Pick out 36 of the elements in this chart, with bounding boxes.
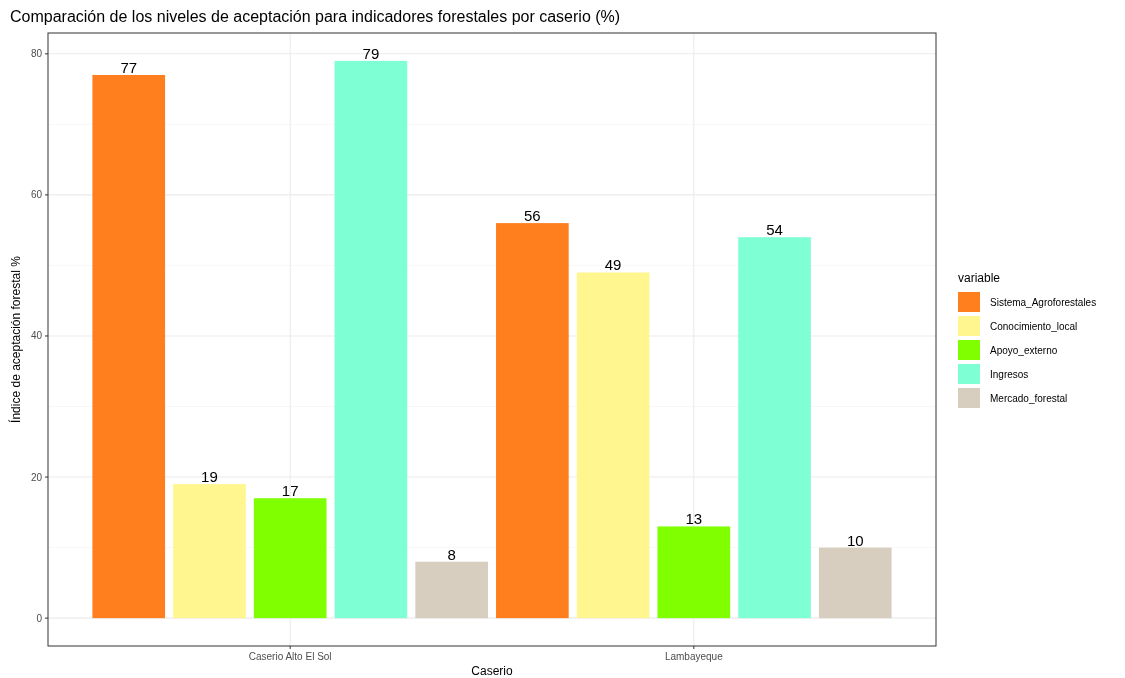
legend-label: Sistema_Agroforestales	[990, 296, 1097, 308]
bar	[496, 223, 569, 619]
legend-label: Conocimiento_local	[990, 320, 1078, 332]
data-label: 79	[362, 44, 380, 62]
x-tick-label: Lambayeque	[664, 651, 724, 662]
bar	[415, 561, 488, 619]
legend-label: Mercado_forestal	[990, 392, 1068, 404]
data-label: 49	[604, 256, 622, 274]
legend-label: Apoyo_externo	[990, 344, 1058, 356]
bar	[576, 272, 650, 619]
y-tick-label: 0	[36, 612, 43, 624]
data-label: 17	[281, 482, 299, 500]
data-label: 10	[846, 531, 864, 549]
bar	[92, 74, 166, 619]
data-label: 56	[524, 207, 541, 225]
bar	[253, 498, 327, 619]
bar	[818, 547, 892, 619]
data-label: 54	[766, 221, 783, 239]
data-label: 77	[120, 58, 138, 76]
y-tick-label: 60	[30, 189, 43, 201]
bar	[738, 237, 811, 619]
data-label: 13	[685, 510, 703, 528]
data-label: 19	[201, 468, 218, 486]
data-label: 8	[447, 545, 456, 563]
bar	[173, 484, 246, 619]
x-axis-title: Caserio	[471, 664, 513, 678]
y-tick-label: 20	[30, 471, 43, 483]
x-tick-label: Caserio Alto El Sol	[248, 651, 332, 662]
y-axis-title: Índice de aceptación forestal %	[8, 255, 23, 423]
bar	[334, 60, 408, 619]
y-tick-label: 80	[30, 48, 43, 60]
chart-title: Comparación de los niveles de aceptación para indicadores forestales por caserio (%)	[10, 8, 621, 25]
bar	[657, 526, 731, 619]
y-tick-label: 40	[30, 330, 43, 342]
legend-title: variable	[958, 271, 1001, 285]
legend-label: Ingresos	[990, 368, 1029, 380]
